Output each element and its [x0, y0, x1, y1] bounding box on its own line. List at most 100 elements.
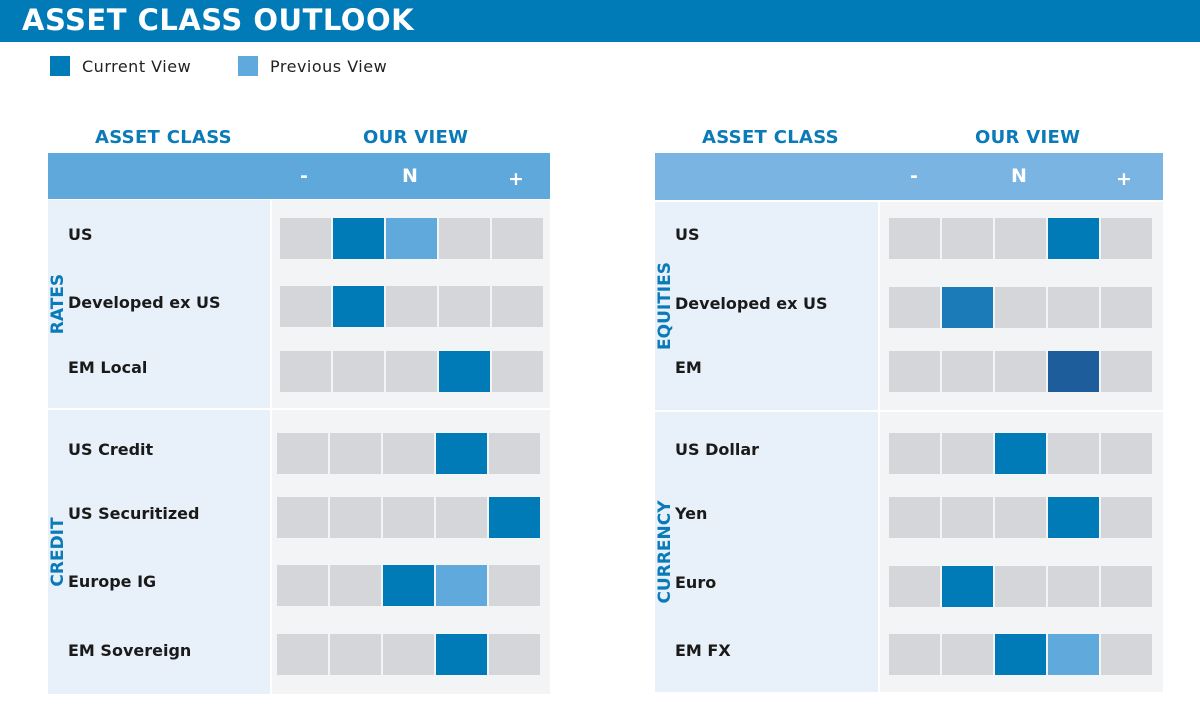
empty-cell [889, 566, 940, 607]
row-label: Developed ex US [675, 294, 828, 313]
empty-cell [333, 351, 384, 392]
row-label: US Credit [68, 440, 154, 459]
empty-cell [889, 634, 940, 675]
empty-cell [995, 218, 1046, 259]
view-bar [277, 565, 540, 606]
current-view-cell [436, 433, 487, 474]
legend-previous: Previous View [238, 56, 387, 76]
empty-cell [386, 286, 437, 327]
empty-cell [1101, 566, 1152, 607]
view-bar [277, 433, 540, 474]
empty-cell [439, 286, 490, 327]
empty-cell [942, 497, 993, 538]
current-view-cell [333, 286, 384, 327]
row-label: EM Sovereign [68, 641, 192, 660]
previous-view-cell [1048, 634, 1099, 675]
empty-cell [330, 433, 381, 474]
row-label: US [675, 225, 700, 244]
empty-cell [330, 497, 381, 538]
empty-cell [489, 634, 540, 675]
label-column [48, 410, 270, 694]
right-scale-plus: + [1116, 168, 1132, 190]
current-view-cell [383, 565, 434, 606]
view-bar [889, 634, 1152, 675]
empty-cell [942, 433, 993, 474]
empty-cell [280, 286, 331, 327]
empty-cell [277, 497, 328, 538]
empty-cell [1101, 497, 1152, 538]
left-scale-neutral: N [402, 165, 418, 187]
empty-cell [1101, 218, 1152, 259]
empty-cell [489, 565, 540, 606]
current-view-cell [995, 634, 1046, 675]
empty-cell [492, 351, 543, 392]
empty-cell [436, 497, 487, 538]
row-label: EM [675, 358, 702, 377]
section-title: RATES [48, 273, 68, 335]
empty-cell [492, 218, 543, 259]
page-title: ASSET CLASS OUTLOOK [22, 3, 415, 37]
section-title: CREDIT [48, 517, 68, 587]
current-view-cell [489, 497, 540, 538]
row-label: US [68, 225, 93, 244]
left-our-view-header: OUR VIEW [363, 127, 469, 148]
view-bar [889, 218, 1152, 259]
row-label: US Securitized [68, 504, 200, 523]
label-column [655, 412, 878, 692]
empty-cell [386, 351, 437, 392]
current-view-cell [1048, 351, 1099, 392]
view-bar [889, 497, 1152, 538]
current-view-cell [995, 433, 1046, 474]
empty-cell [1048, 287, 1099, 328]
row-label: Euro [675, 573, 717, 592]
current-view-cell [1048, 218, 1099, 259]
previous-view-cell [436, 565, 487, 606]
row-label: Developed ex US [68, 293, 221, 312]
empty-cell [1101, 433, 1152, 474]
left-scale-plus: + [508, 168, 524, 190]
row-label: Europe IG [68, 572, 157, 591]
current-view-cell [436, 634, 487, 675]
empty-cell [1101, 287, 1152, 328]
view-bar [277, 497, 540, 538]
legend-current-label: Current View [82, 56, 192, 76]
section-title: EQUITIES [655, 262, 675, 350]
label-column [48, 200, 270, 408]
row-label: Yen [675, 504, 708, 523]
current-view-cell [942, 287, 993, 328]
empty-cell [1048, 566, 1099, 607]
legend-current: Current View [50, 56, 191, 76]
empty-cell [383, 634, 434, 675]
empty-cell [330, 565, 381, 606]
current-swatch [50, 56, 70, 76]
empty-cell [942, 218, 993, 259]
view-bar [889, 287, 1152, 328]
empty-cell [995, 287, 1046, 328]
empty-cell [277, 565, 328, 606]
current-view-cell [333, 218, 384, 259]
empty-cell [277, 634, 328, 675]
view-bar [280, 286, 543, 327]
view-bar [280, 218, 543, 259]
view-bar [280, 351, 543, 392]
empty-cell [995, 566, 1046, 607]
right-asset-class-header: ASSET CLASS [702, 127, 839, 148]
empty-cell [1101, 634, 1152, 675]
empty-cell [383, 497, 434, 538]
left-asset-class-header: ASSET CLASS [95, 127, 232, 148]
empty-cell [1048, 433, 1099, 474]
row-label: US Dollar [675, 440, 760, 459]
empty-cell [889, 351, 940, 392]
empty-cell [383, 433, 434, 474]
empty-cell [995, 351, 1046, 392]
empty-cell [439, 218, 490, 259]
empty-cell [330, 634, 381, 675]
right-scale-header [655, 153, 1163, 200]
row-label: EM Local [68, 358, 148, 377]
current-view-cell [942, 566, 993, 607]
previous-view-cell [386, 218, 437, 259]
empty-cell [942, 351, 993, 392]
empty-cell [942, 634, 993, 675]
view-bar [889, 566, 1152, 607]
previous-swatch [238, 56, 258, 76]
